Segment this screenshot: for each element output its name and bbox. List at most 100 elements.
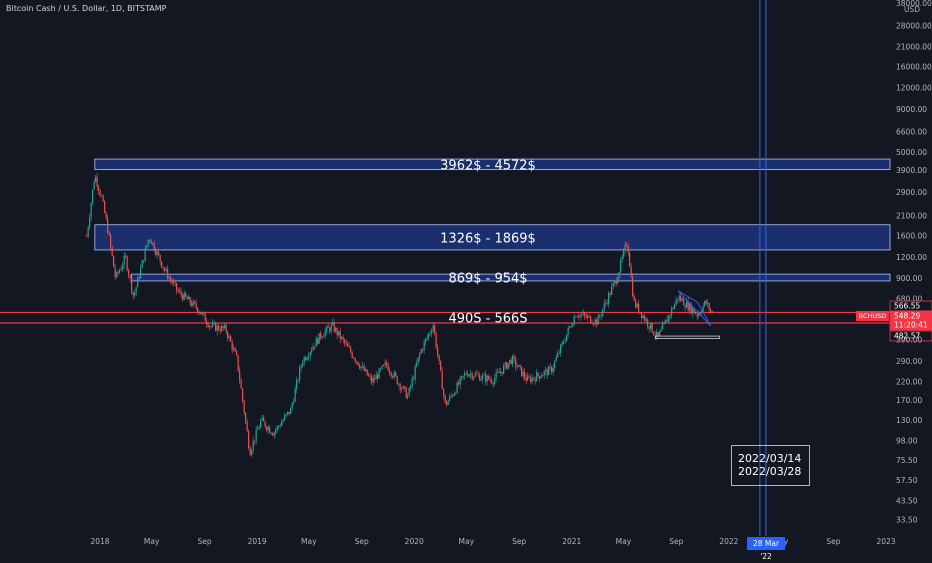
- candle-body: [194, 301, 196, 304]
- candle-body: [630, 266, 632, 277]
- candle-body: [569, 326, 571, 328]
- candle-body: [459, 377, 461, 385]
- candle-body: [632, 276, 634, 297]
- candle-body: [360, 366, 362, 369]
- candle-body: [710, 309, 712, 311]
- candle-body: [363, 365, 365, 371]
- candle-body: [629, 252, 631, 267]
- candle-body: [465, 373, 467, 375]
- candle-body: [285, 413, 287, 416]
- candle-body: [662, 324, 664, 329]
- candle-body: [368, 375, 370, 376]
- base-box: [655, 335, 720, 340]
- candle-body: [675, 299, 677, 304]
- candle-body: [375, 374, 377, 380]
- candle-body: [711, 310, 713, 313]
- candle-body: [143, 260, 145, 262]
- candle-body: [239, 370, 241, 381]
- candle-body: [311, 350, 313, 353]
- candle-body: [395, 372, 397, 377]
- candle-body: [191, 303, 193, 306]
- x-tick-label: Sep: [198, 537, 212, 546]
- candle-body: [90, 203, 92, 218]
- y-tick-label: 2900.00: [896, 188, 927, 197]
- candle-body: [377, 374, 379, 379]
- y-tick-label: 220.00: [896, 377, 922, 386]
- candle-body: [416, 363, 418, 367]
- candle-body: [329, 327, 331, 332]
- y-tick-label: 21000.00: [896, 43, 932, 52]
- price-tag-label: 11:20:41: [894, 321, 928, 330]
- candle-body: [467, 374, 469, 377]
- candle-body: [483, 374, 485, 376]
- candle-body: [98, 186, 100, 191]
- y-tick-label: 57.50: [896, 476, 918, 485]
- price-tag-label: 566.55: [894, 302, 920, 311]
- candle-body: [245, 412, 247, 422]
- candle-body: [167, 269, 169, 279]
- candle-body: [620, 259, 622, 272]
- y-tick-label: 2100.00: [896, 212, 927, 221]
- date-annotation-box[interactable]: 2022/03/14 2022/03/28: [731, 445, 810, 486]
- candle-body: [129, 275, 131, 279]
- candle-body: [684, 305, 686, 308]
- candle-body: [392, 376, 394, 378]
- candle-body: [554, 361, 556, 368]
- candle-body: [284, 415, 286, 420]
- candle-body: [306, 357, 308, 360]
- candle-body: [219, 329, 221, 332]
- candle-body: [315, 338, 317, 347]
- candle-body: [441, 370, 443, 390]
- chart-area[interactable]: 38000.00 28000.00 21000.00 16000.00 12000.00…: [0, 0, 932, 550]
- candle-body: [536, 372, 538, 382]
- candle-body: [570, 326, 572, 328]
- candle-body: [183, 292, 185, 300]
- candle-body: [617, 278, 619, 284]
- candle-body: [192, 301, 194, 306]
- candle-body: [134, 292, 136, 296]
- candle-body: [297, 380, 299, 381]
- candle-body: [414, 366, 416, 380]
- price-tag: [889, 319, 932, 331]
- candle-body: [323, 336, 325, 338]
- candle-body: [560, 344, 562, 353]
- candle-body: [270, 432, 272, 434]
- candle-body: [303, 357, 305, 364]
- candle-body: [123, 255, 125, 266]
- candle-body: [545, 369, 547, 372]
- symbol-title: Bitcoin Cash / U.S. Dollar, 1D, BITSTAMP: [6, 4, 167, 13]
- y-tick-label: 680.00: [896, 294, 922, 303]
- candle-body: [528, 376, 530, 378]
- candle-body: [680, 296, 682, 301]
- candle-body: [225, 325, 227, 332]
- candle-body: [101, 195, 103, 197]
- candle-body: [453, 393, 455, 397]
- candle-body: [321, 337, 323, 338]
- price-tag-label: 482.57: [894, 332, 920, 341]
- candle-body: [362, 365, 364, 367]
- candle-body: [209, 326, 211, 328]
- candle-body: [386, 362, 388, 365]
- candle-body: [215, 323, 217, 331]
- candle-body: [597, 315, 599, 325]
- x-tick-label: Sep: [355, 537, 369, 546]
- candle-body: [609, 293, 611, 295]
- candle-body: [335, 328, 337, 332]
- candle-body: [263, 417, 265, 422]
- candle-body: [542, 375, 544, 377]
- candle-body: [615, 280, 617, 284]
- candle-body: [530, 377, 532, 382]
- candle-body: [707, 302, 709, 304]
- candle-body: [551, 367, 553, 373]
- candle-body: [230, 336, 232, 342]
- candle-body: [288, 411, 290, 414]
- candle-body: [222, 325, 224, 328]
- candle-body: [264, 421, 266, 427]
- candle-body: [257, 429, 259, 430]
- candle-body: [179, 291, 181, 292]
- y-tick-label: 43.50: [896, 496, 918, 505]
- candle-body: [608, 293, 610, 304]
- candle-body: [102, 196, 104, 202]
- candle-body: [537, 372, 539, 376]
- candle-body: [420, 349, 422, 354]
